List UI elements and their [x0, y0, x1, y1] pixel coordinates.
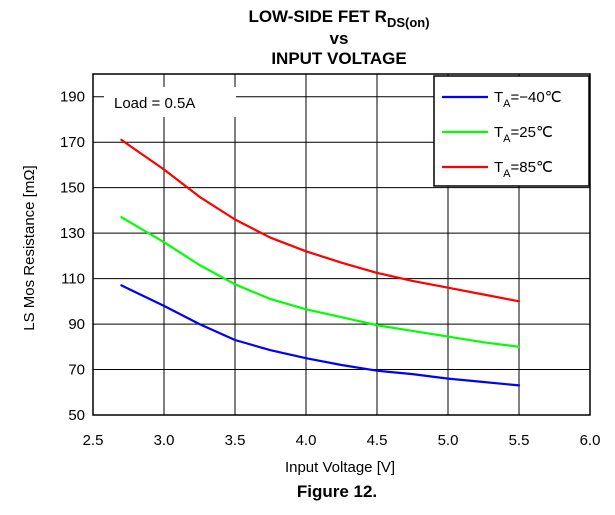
chart-title-line1: LOW-SIDE FET RDS(on) [248, 7, 429, 30]
legend-label-subscript: A [503, 133, 511, 145]
legend-label-main: T [494, 159, 503, 176]
y-tick-label: 70 [68, 362, 85, 379]
legend-label-subscript: A [503, 98, 511, 110]
y-tick-label: 90 [68, 316, 85, 333]
annotation-box [104, 87, 236, 117]
legend-label-main: T [494, 124, 503, 141]
x-tick-label: 3.0 [154, 432, 175, 449]
y-tick-label: 130 [60, 225, 85, 242]
x-tick-label: 4.0 [296, 432, 317, 449]
x-tick-label: 4.5 [367, 432, 388, 449]
y-axis-label: LS Mos Resistance [mΩ] [21, 165, 38, 330]
legend-label: TA=−40℃ [494, 89, 562, 110]
x-tick-label: 6.0 [580, 432, 601, 449]
plot-frame [92, 73, 591, 416]
y-tick-label: 50 [68, 407, 85, 424]
y-tick-label: 150 [60, 180, 85, 197]
y-tick-labels: 50 70 90 110 130 150 170 190 [60, 89, 85, 424]
x-tick-label: 5.0 [438, 432, 459, 449]
x-tick-label: 3.5 [225, 432, 246, 449]
chart-title-main: LOW-SIDE FET R [248, 7, 386, 26]
series-line [120, 138, 521, 303]
legend-label-main: T [494, 89, 503, 106]
legend: TA=−40℃TA=25℃TA=85℃ [433, 75, 590, 187]
legend-label-rest: =25℃ [511, 124, 553, 141]
data-series [120, 138, 521, 387]
legend-label-rest: =−40℃ [511, 89, 562, 106]
chart-title-line3: INPUT VOLTAGE [271, 49, 406, 68]
figure-caption: Figure 12. [297, 482, 377, 501]
x-tick-labels: 2.5 3.0 3.5 4.0 4.5 5.0 5.5 6.0 [83, 432, 601, 449]
chart-title-line2: vs [330, 29, 349, 48]
legend-label: TA=85℃ [494, 159, 553, 180]
y-tick-label: 110 [61, 271, 85, 288]
y-tick-label: 190 [60, 89, 85, 106]
legend-label-subscript: A [503, 168, 511, 180]
series-line [120, 216, 521, 348]
series-line [120, 284, 521, 387]
x-axis-label: Input Voltage [V] [285, 459, 395, 476]
legend-label-rest: =85℃ [511, 159, 553, 176]
y-tick-label: 170 [60, 134, 85, 151]
x-tick-label: 5.5 [509, 432, 530, 449]
legend-label: TA=25℃ [494, 124, 553, 145]
x-tick-label: 2.5 [83, 432, 104, 449]
load-annotation: Load = 0.5A [114, 95, 195, 112]
chart-title-subscript: DS(on) [387, 15, 430, 30]
